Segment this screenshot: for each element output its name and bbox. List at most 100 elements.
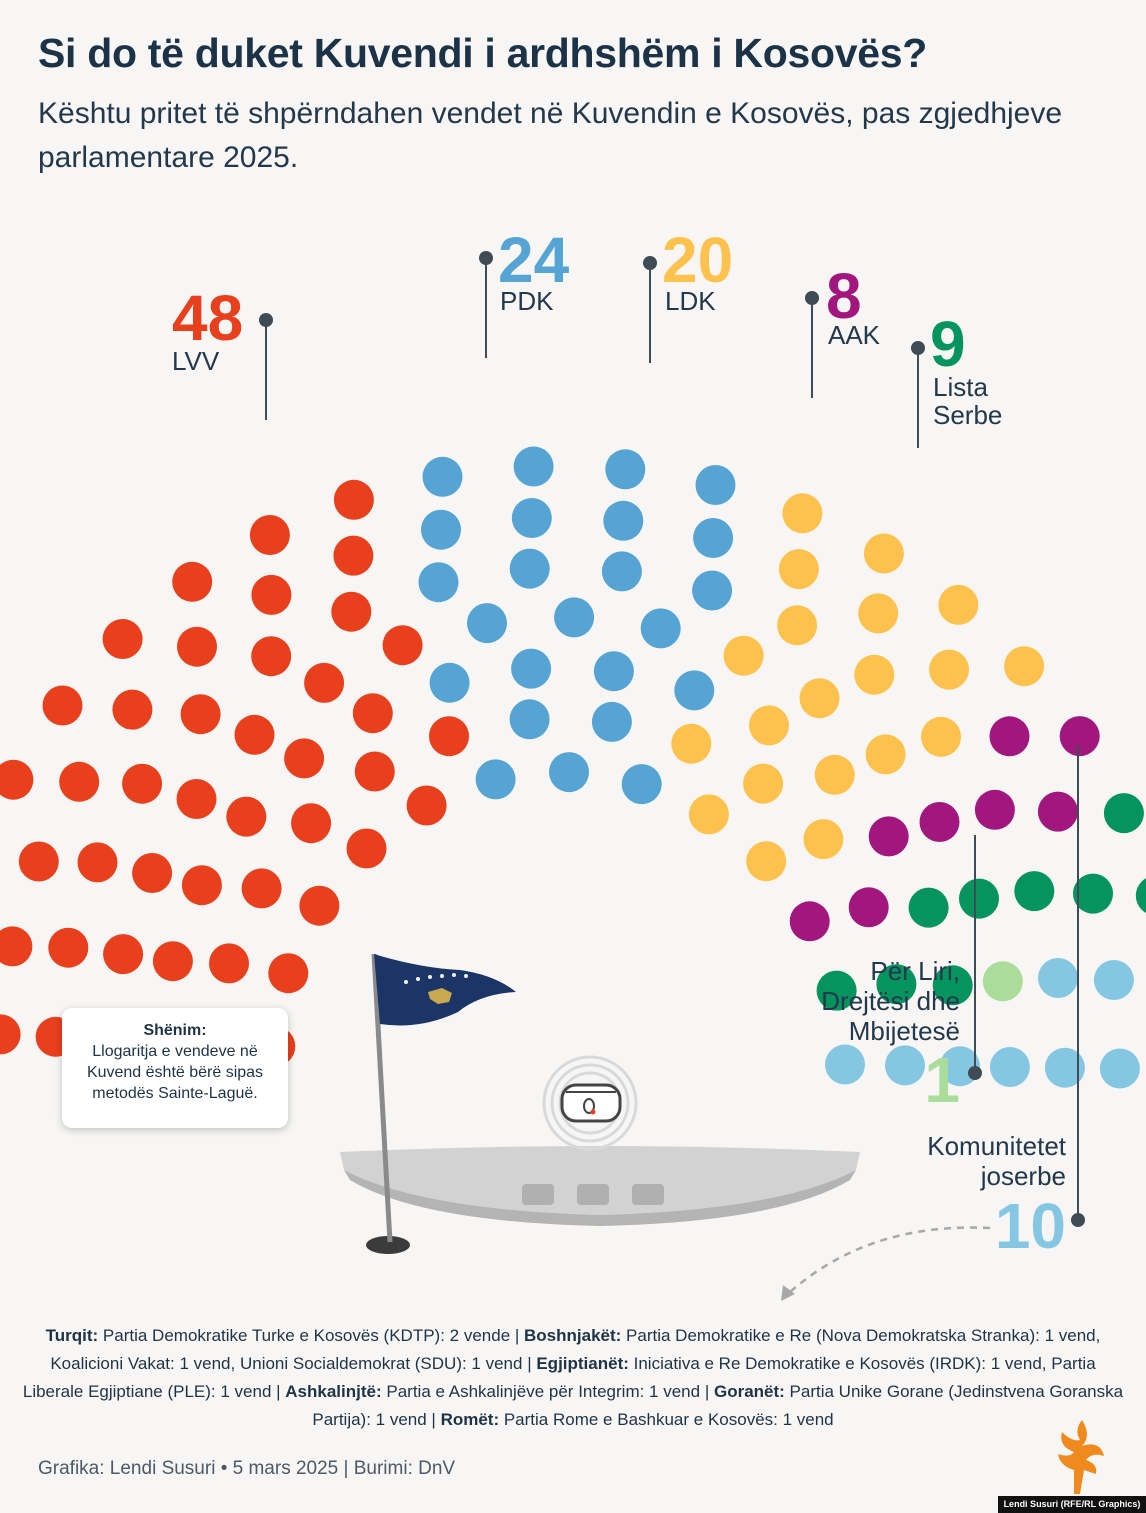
seat-lvv xyxy=(122,763,163,804)
seat-ldk xyxy=(1004,646,1045,687)
seat-lvv xyxy=(152,941,193,982)
seat-lvv xyxy=(406,785,447,826)
party-name-label: Lista xyxy=(933,372,988,402)
seat-ldk xyxy=(746,841,787,882)
seat-pdk xyxy=(418,562,459,603)
seat-lvv xyxy=(0,926,33,967)
seat-lvv xyxy=(180,694,221,735)
party-name-label: LDK xyxy=(665,286,716,316)
leader-dot xyxy=(968,1066,982,1080)
seat-ldk xyxy=(777,605,818,646)
seat-lvv xyxy=(354,751,395,792)
seat-aak xyxy=(848,887,889,928)
seat-lvv xyxy=(102,619,143,659)
seat-ldk xyxy=(723,635,764,676)
seat-pdk xyxy=(603,500,644,541)
seat-lvv xyxy=(331,591,372,632)
page-subtitle: Kështu pritet të shpërndahen vendet në K… xyxy=(38,97,1063,174)
seat-lvv xyxy=(18,841,59,882)
seat-lista-serbe xyxy=(816,970,857,1011)
seat-pdk xyxy=(429,662,470,703)
seat-lvv xyxy=(241,868,282,909)
seat-ldk xyxy=(865,734,906,775)
party-name-label: PDK xyxy=(500,286,554,316)
podium-panel-3 xyxy=(632,1184,664,1205)
party-name-label: Komunitetet xyxy=(927,1131,1067,1161)
seat-lvv xyxy=(112,689,153,730)
seat-lvv xyxy=(0,1014,21,1055)
seat-pdk xyxy=(513,446,554,487)
seat-lvv xyxy=(291,803,332,844)
footnote-parties-0: Partia Demokratike Turke e Kosovës (KDTP… xyxy=(98,1326,525,1345)
dashed-arrow xyxy=(789,1226,991,1293)
seat-lvv xyxy=(103,934,144,975)
seat-pdk xyxy=(422,456,463,497)
seats-layer xyxy=(0,446,1146,1089)
seat-pdk xyxy=(511,498,552,538)
leader-dot xyxy=(911,341,925,355)
leader-lines-layer xyxy=(259,251,1085,1227)
seat-lvv xyxy=(234,714,275,755)
seat-count-label: 20 xyxy=(662,224,733,296)
seat-lvv xyxy=(59,761,100,802)
seat-count-label: 1 xyxy=(924,1044,960,1116)
seat-komunitetet-joserbe xyxy=(989,1047,1030,1087)
seat-count-label: 48 xyxy=(172,282,243,354)
seat-count-label: 8 xyxy=(826,260,862,332)
seat-aak xyxy=(919,802,960,842)
seat-pdk xyxy=(601,551,642,592)
seat-pdk xyxy=(509,548,550,589)
seat-lvv xyxy=(132,853,173,893)
seat-count-label: 10 xyxy=(995,1190,1066,1262)
seat-lvv xyxy=(172,561,213,602)
seat-pdk xyxy=(591,701,632,742)
seat-pdk xyxy=(621,764,662,805)
party-name-label: LVV xyxy=(172,346,220,376)
seat-lista-serbe xyxy=(876,964,917,1005)
leader-dot xyxy=(259,313,273,327)
seat-lvv xyxy=(251,574,292,615)
seat-ldk xyxy=(814,754,855,795)
seat-pdk xyxy=(554,597,595,638)
seat-lista-serbe xyxy=(1014,871,1055,912)
seat-lvv xyxy=(429,716,469,757)
seat-ldk xyxy=(799,678,840,719)
seat-aak xyxy=(868,816,909,857)
seat-lvv xyxy=(268,953,309,994)
seat-ldk xyxy=(858,593,899,634)
seat-lvv xyxy=(346,828,387,869)
seat-ldk xyxy=(803,819,844,860)
seat-count-label: 24 xyxy=(498,224,570,296)
seat-lvv xyxy=(176,779,217,819)
seat-ldk xyxy=(929,649,969,690)
seat-lista-serbe xyxy=(1073,873,1113,914)
seat-ldk xyxy=(743,763,784,804)
footnote-community-3: Ashkalinjtë: xyxy=(285,1382,382,1401)
leader-dot xyxy=(643,256,657,270)
party-name-label: Serbe xyxy=(933,400,1002,430)
seat-pdk xyxy=(593,651,634,692)
arrow-head-icon xyxy=(781,1285,795,1301)
party-name-label: AAK xyxy=(828,320,881,350)
party-name-label: joserbe xyxy=(980,1161,1066,1191)
seat-pdk xyxy=(640,608,681,649)
seat-komunitetet-joserbe xyxy=(825,1044,865,1085)
assembly-illustration xyxy=(340,953,991,1301)
seat-lvv xyxy=(226,796,267,837)
seat-ldk xyxy=(782,493,823,534)
seat-aak xyxy=(789,901,830,942)
seat-lvv xyxy=(251,636,292,677)
seat-aak xyxy=(1059,716,1100,757)
seat-lista-serbe xyxy=(908,887,949,928)
seat-lvv xyxy=(0,759,34,800)
note-box: Shënim: Llogaritja e vendeve në Kuvend ë… xyxy=(62,1008,288,1128)
seat-aak xyxy=(974,789,1015,830)
seat-lvv xyxy=(181,865,222,906)
seat-lvv xyxy=(304,662,345,703)
seat-lvv xyxy=(299,885,340,926)
seat-aak xyxy=(1037,791,1078,832)
seat-komunitetet-joserbe xyxy=(1099,1048,1140,1089)
seat-aak xyxy=(989,716,1030,757)
seat-lvv xyxy=(284,738,325,779)
